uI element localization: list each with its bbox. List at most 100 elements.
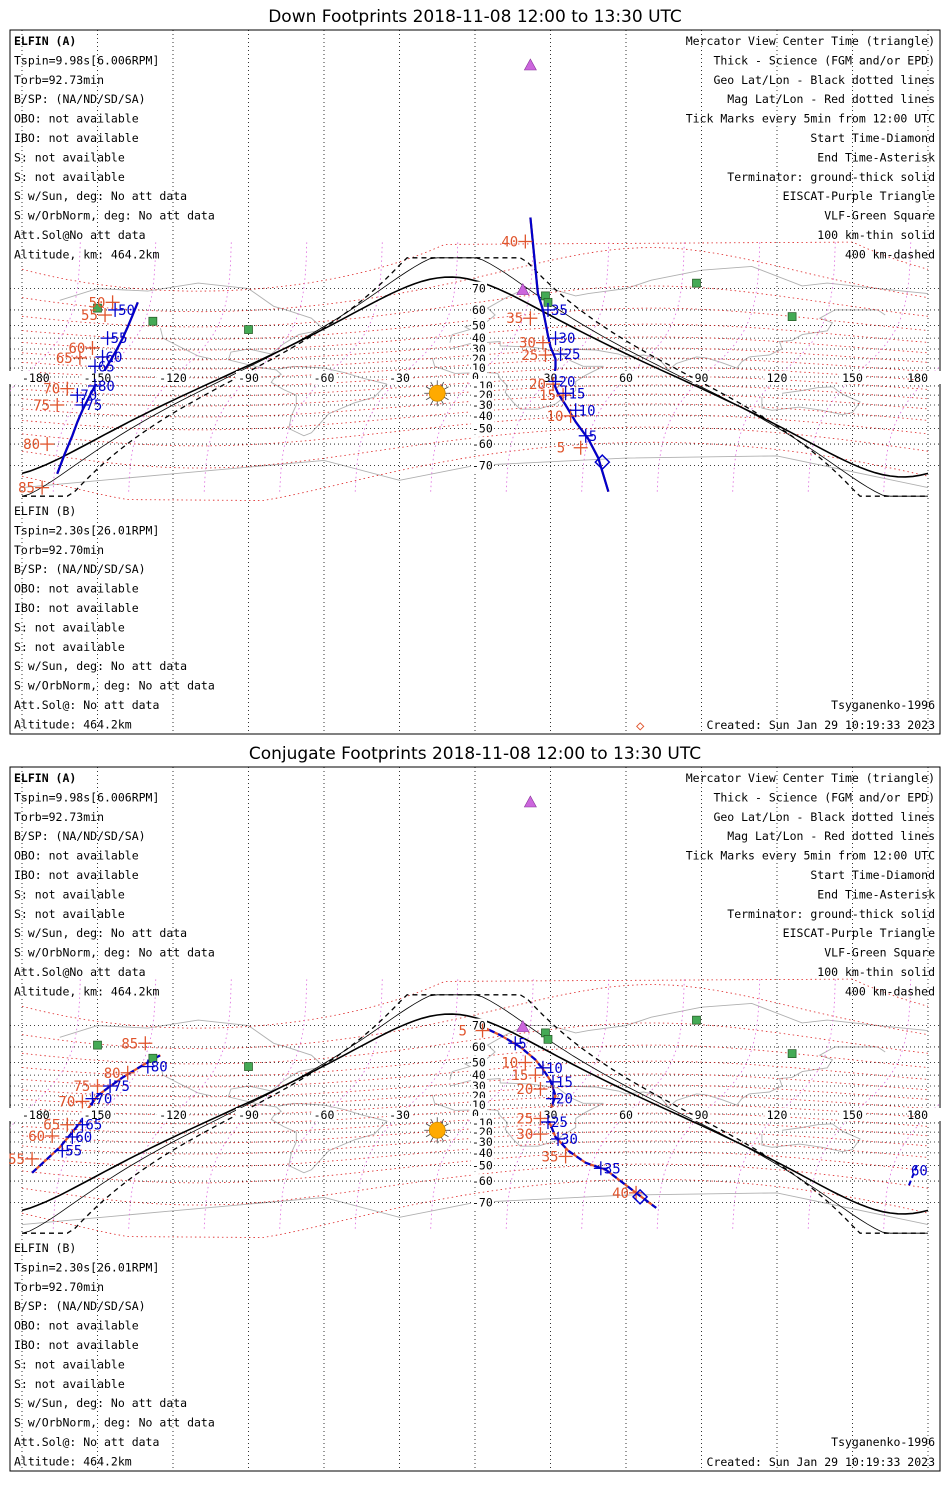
tick-label-a: 10: [546, 1061, 563, 1077]
lat-label-bg: [471, 1125, 494, 1139]
lon-label: 180: [907, 371, 928, 385]
tick-label-far: 60: [911, 1163, 928, 1179]
sun-ray: [425, 1123, 431, 1127]
lon-label: 150: [842, 1108, 863, 1122]
info-a-line: S: not available: [14, 150, 125, 164]
lon-label: -60: [314, 371, 335, 385]
map-panel-conj: Conjugate Footprints 2018-11-08 12:00 to…: [6, 744, 941, 1472]
lat-label: -60: [472, 437, 493, 451]
sun-icon: [428, 384, 446, 402]
sun-ray: [443, 1133, 449, 1138]
tick-label-b: 10: [547, 409, 564, 425]
mag-parallel: [21, 403, 929, 431]
sun-ray: [440, 399, 445, 405]
tick-label-a-west: 65: [85, 1118, 102, 1134]
info-a-line: Tspin=9.98s[6.006RPM]: [14, 53, 159, 67]
lon-label-bg: [387, 1108, 412, 1121]
tick-label-a-west: 75: [85, 398, 102, 414]
info-b-line: S: not available: [14, 1357, 125, 1371]
lon-label: 90: [695, 371, 709, 385]
lon-label: 120: [767, 1108, 788, 1122]
elfin-b-title: ELFIN (B): [14, 1241, 76, 1255]
legend-line: Thick - Science (FGM and/or EPD): [713, 790, 935, 804]
lon-label: 60: [619, 1108, 633, 1122]
coastline: [431, 1078, 604, 1147]
lon-label-bg: [81, 1108, 114, 1121]
track-elfin-a: [529, 217, 610, 493]
terminator-100km: [21, 994, 928, 1234]
info-a-line: Tspin=9.98s[6.006RPM]: [14, 790, 159, 804]
lon-label: -150: [84, 1108, 112, 1122]
lat-label-bg: [471, 281, 487, 295]
info-b-line: Att.Sol@: No att data: [14, 1435, 159, 1449]
lat-label-bg: [471, 458, 494, 472]
info-a-line: S w/Sun, deg: No att data: [14, 189, 187, 203]
elfin-b-title: ELFIN (B): [14, 504, 76, 518]
lat-label-bg: [471, 318, 487, 332]
info-b-line: S: not available: [14, 640, 125, 654]
lon-label: -30: [389, 1108, 410, 1122]
tick-label-a: 20: [559, 374, 576, 390]
info-b-line: Tspin=2.30s[26.01RPM]: [14, 523, 159, 537]
tick-label-b: 30: [519, 336, 536, 352]
info-a-line: IBO: not available: [14, 868, 139, 882]
tick-label-b-west: 55: [8, 1152, 25, 1168]
sun-icon: [428, 1121, 446, 1139]
info-b-line: S: not available: [14, 620, 125, 634]
tick-label-a: 35: [551, 303, 568, 319]
lat-label-bg: [471, 370, 480, 383]
mag-parallel: [21, 1060, 929, 1088]
coastline: [159, 328, 211, 360]
tick-label-a: 20: [556, 1092, 573, 1108]
tick-label-a-west: 75: [113, 1079, 130, 1095]
model-label: Tsyganenko-1996: [831, 698, 935, 712]
info-a-line: S: not available: [14, 887, 125, 901]
lon-label-bg: [236, 1108, 261, 1121]
tick-label-a: 25: [551, 1115, 568, 1131]
tick-label-a-west: 80: [151, 1060, 168, 1076]
tick-label-b: 25: [516, 1111, 533, 1127]
info-a-line: IBO: not available: [14, 131, 139, 145]
tick-label-a: 35: [604, 1161, 621, 1177]
lat-label-bg: [471, 1039, 487, 1053]
sun-ray: [425, 396, 431, 401]
lon-label-bg: [6, 1108, 38, 1121]
legend-line: Thick - Science (FGM and/or EPD): [713, 53, 935, 67]
tick-label-b-west: 50: [89, 295, 106, 311]
lat-label: -60: [472, 1174, 493, 1188]
tick-label-b: 20: [529, 377, 546, 393]
lon-label-bg: [764, 1108, 790, 1121]
lat-label: 0: [472, 370, 479, 384]
sun-ray: [443, 1123, 449, 1127]
legend-line: Tick Marks every 5min from 12:00 UTC: [686, 849, 935, 863]
lat-label-bg: [471, 1107, 480, 1120]
sun-ray: [425, 1133, 431, 1138]
lat-label-bg: [471, 408, 494, 422]
sun-ray: [443, 396, 449, 401]
lon-label-bg: [764, 371, 790, 384]
tick-label-a-west: 80: [98, 379, 115, 395]
square-icon: [543, 1034, 553, 1044]
lon-label-bg: [387, 371, 412, 384]
tick-label-a: 30: [561, 1132, 578, 1148]
lon-label-bg: [692, 371, 711, 384]
mag-parallel: [21, 1022, 929, 1065]
legend-line: VLF-Green Square: [824, 946, 935, 960]
legend-line: 100 km-thin solid: [817, 965, 935, 979]
info-b-line: OBO: not available: [14, 1319, 139, 1333]
lat-label: -50: [472, 1158, 493, 1172]
tick-label-b: 35: [506, 311, 523, 327]
info-b-line: S w/Sun, deg: No att data: [14, 659, 187, 673]
info-a-line: Altitude, km: 464.2km: [14, 984, 159, 998]
lat-label-bg: [471, 1195, 494, 1209]
legend-line: Mag Lat/Lon - Red dotted lines: [727, 829, 935, 843]
elfin-a-title: ELFIN (A): [14, 34, 76, 48]
lat-label: 40: [472, 1068, 486, 1082]
lat-label: -40: [472, 409, 493, 423]
lat-label-bg: [471, 1134, 494, 1148]
sun-ray: [430, 1118, 434, 1124]
tick-label-a-west: 70: [95, 1092, 112, 1108]
start-diamond-icon: [594, 454, 611, 471]
legend-line: End Time-Asterisk: [817, 887, 935, 901]
lon-label-bg: [840, 371, 865, 384]
